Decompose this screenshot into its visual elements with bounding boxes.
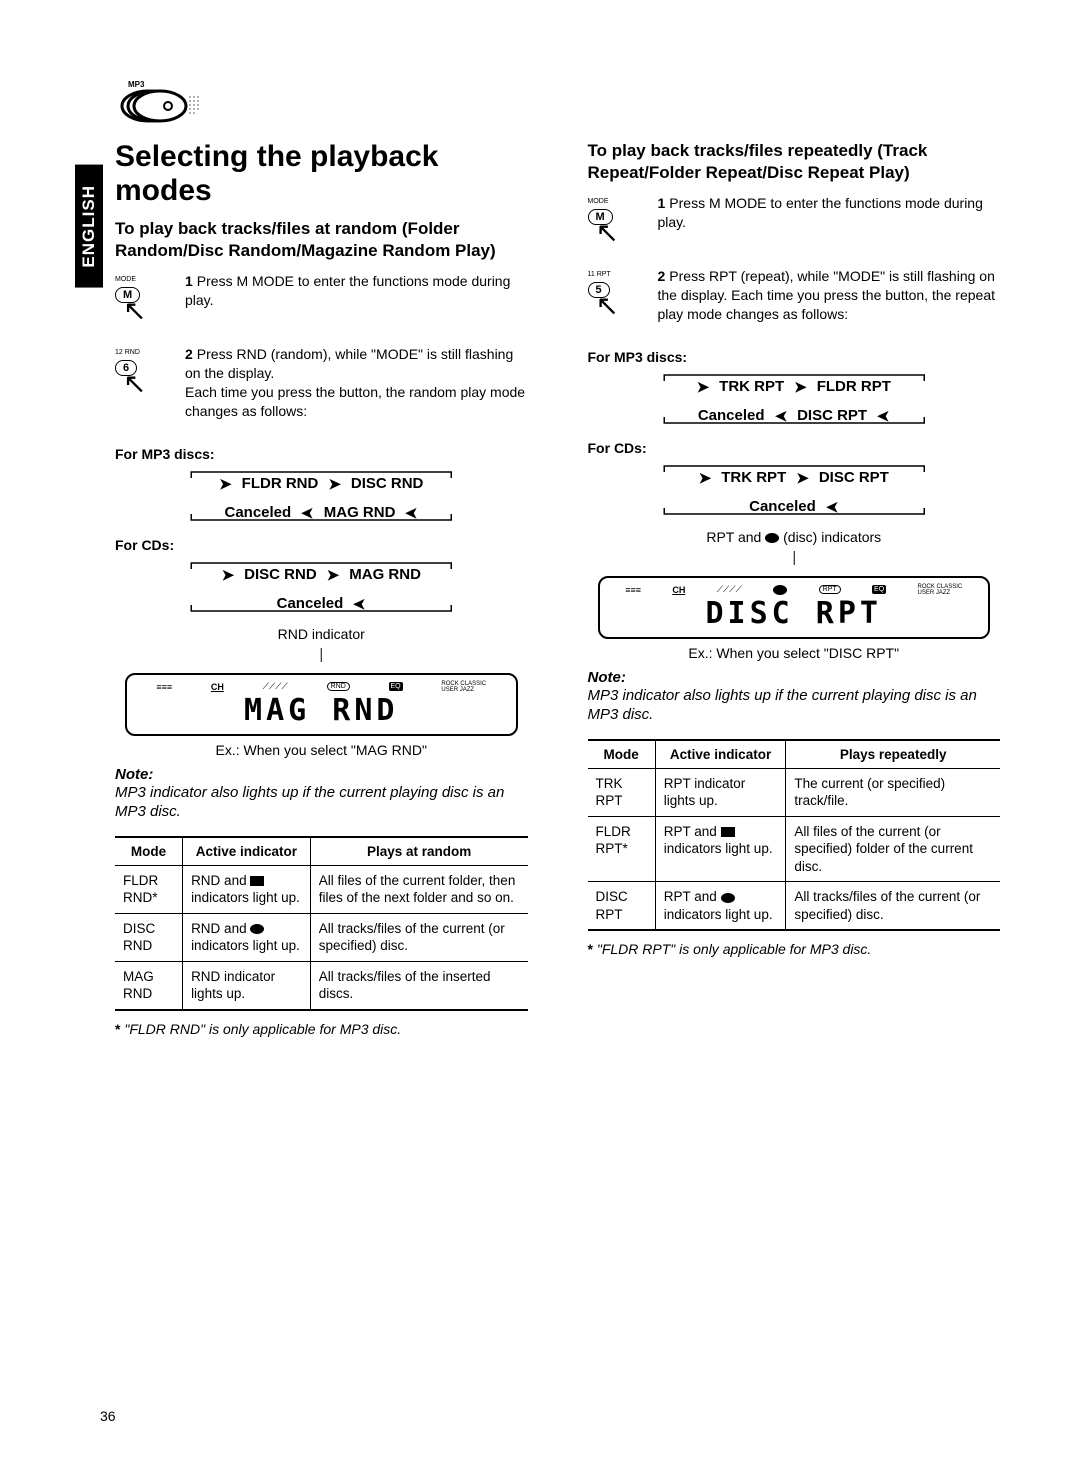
rnd-indicator-caption: RND indicator [115,626,528,642]
mp3-cycle-diagram: ➤FLDR RND➤DISC RND Canceled➤MAG RND➤ [155,468,488,529]
example-caption-left: Ex.: When you select "MAG RND" [115,742,528,758]
rpt-indicator-caption: RPT and (disc) indicators [588,529,1001,545]
mp3-label: For MP3 discs: [115,446,528,462]
right-footnote: * "FLDR RPT" is only applicable for MP3 … [588,941,1001,957]
page-number: 36 [100,1408,116,1424]
display-panel-left: ≡≡≡ CH ⟋⟋⟋⟋ RND EQ ROCK CLASSICUSER JAZZ… [125,673,518,736]
left-subtitle: To play back tracks/files at random (Fol… [115,218,528,262]
disc-icon [721,893,735,903]
table-row: DISC RNDRND and indicators light up.All … [115,913,528,961]
table-row: TRK RPTRPT indicator lights up.The curre… [588,768,1001,816]
pointer-icon: ↖ [596,225,643,242]
mp3-label-r: For MP3 discs: [588,349,1001,365]
right-step-2: 11 RPT 5 ↖ 2Press RPT (repeat), while "M… [588,267,1001,324]
mp3-cycle-diagram-r: ➤TRK RPT➤FLDR RPT Canceled➤DISC RPT➤ [628,371,961,432]
example-caption-right: Ex.: When you select "DISC RPT" [588,645,1001,661]
cd-cycle-diagram-r: ➤TRK RPT➤DISC RPT Canceled➤ [628,462,961,523]
folder-icon [721,827,735,837]
left-column: Selecting the playback modes To play bac… [80,140,528,1037]
left-step-1: MODE M ↖ 1Press M MODE to enter the func… [115,272,528,320]
disc-icon [765,533,779,543]
note-heading-r: Note: [588,669,1001,686]
note-body-r: MP3 indicator also lights up if the curr… [588,686,1001,725]
left-footnote: * "FLDR RND" is only applicable for MP3 … [115,1021,528,1037]
cd-cycle-diagram: ➤DISC RND➤MAG RND Canceled➤ [155,559,488,620]
right-subtitle: To play back tracks/files repeatedly (Tr… [588,140,1001,184]
pointer-icon: ↖ [123,376,170,393]
folder-icon [250,876,264,886]
table-row: MAG RNDRND indicator lights up.All track… [115,961,528,1010]
main-heading: Selecting the playback modes [115,140,528,208]
right-column: To play back tracks/files repeatedly (Tr… [558,140,1001,1037]
right-step-1: MODE M ↖ 1Press M MODE to enter the func… [588,194,1001,242]
left-step-2: 12 RND 6 ↖ 2Press RND (random), while "M… [115,345,528,421]
cd-label-r: For CDs: [588,440,1001,456]
pointer-icon: ↖ [123,303,170,320]
note-heading: Note: [115,766,528,783]
table-row: DISC RPTRPT and indicators light up.All … [588,882,1001,931]
display-panel-right: ≡≡≡ CH ⟋⟋⟋⟋ RPT EQ ROCK CLASSICUSER JAZZ… [598,576,991,639]
note-body: MP3 indicator also lights up if the curr… [115,783,528,822]
pointer-icon: ↖ [596,298,643,315]
right-modes-table: Mode Active indicator Plays repeatedly T… [588,739,1001,932]
left-modes-table: Mode Active indicator Plays at random FL… [115,836,528,1011]
language-tab: ENGLISH [75,165,103,288]
table-row: FLDR RPT*RPT and indicators light up.All… [588,816,1001,882]
cd-label: For CDs: [115,537,528,553]
disc-icon [250,924,264,934]
table-row: FLDR RND*RND and indicators light up.All… [115,865,528,913]
mp3-disc-icon: MP3 [120,80,200,128]
